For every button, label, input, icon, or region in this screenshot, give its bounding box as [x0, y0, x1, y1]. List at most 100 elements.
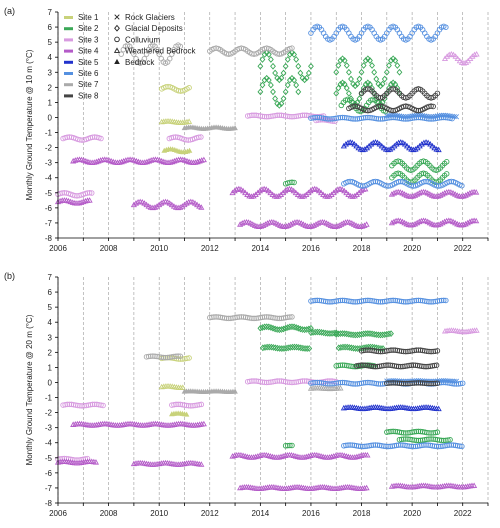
data-point — [270, 62, 276, 70]
data-point — [401, 140, 409, 147]
data-point — [416, 189, 423, 196]
data-point — [310, 222, 317, 228]
data-point — [387, 146, 394, 152]
legend-swatch-site8 — [64, 94, 73, 98]
data-point — [186, 355, 192, 361]
data-point — [272, 95, 278, 103]
legend-label-site2: Site 2 — [78, 24, 99, 33]
data-point — [399, 139, 406, 146]
series-site7 — [207, 314, 295, 322]
data-point — [270, 344, 277, 351]
data-point — [426, 113, 432, 120]
data-point — [196, 157, 203, 164]
legend-label-site7: Site 7 — [78, 80, 99, 89]
data-point — [259, 81, 266, 89]
data-point — [346, 344, 353, 351]
data-point — [412, 192, 419, 198]
data-point — [280, 69, 287, 77]
data-point — [437, 192, 444, 198]
series-site6 — [308, 297, 449, 305]
y-tick-label: 5 — [48, 38, 53, 47]
data-point — [428, 114, 434, 120]
data-point — [289, 179, 295, 186]
y-tick-label: -1 — [45, 394, 53, 403]
y-tick-label: -3 — [45, 159, 53, 168]
data-point — [332, 187, 339, 194]
data-point — [386, 112, 392, 119]
data-point — [292, 189, 299, 196]
data-point — [449, 113, 455, 119]
y-tick-label: -7 — [45, 484, 53, 493]
data-point — [341, 57, 348, 64]
series-site2 — [333, 55, 403, 90]
data-point — [114, 36, 120, 43]
data-point — [333, 68, 340, 76]
data-point — [390, 112, 396, 118]
data-point — [317, 189, 325, 196]
data-point — [88, 190, 95, 196]
data-point — [171, 157, 178, 164]
data-point — [259, 56, 266, 63]
data-point — [361, 222, 368, 228]
series-site7 — [307, 384, 344, 392]
data-point — [274, 344, 281, 352]
data-point — [158, 200, 165, 206]
data-point — [186, 147, 193, 153]
data-point — [287, 314, 293, 320]
data-point — [268, 343, 275, 351]
data-point — [464, 191, 471, 197]
data-point — [324, 330, 331, 337]
data-point — [330, 453, 337, 459]
data-point — [268, 81, 274, 89]
data-point — [403, 114, 409, 120]
data-point — [398, 113, 405, 119]
x-tick-label: 2010 — [150, 509, 168, 518]
y-tick-label: 6 — [48, 288, 53, 297]
data-point — [380, 144, 387, 151]
series-site2 — [384, 428, 441, 436]
data-point — [291, 179, 297, 186]
data-point — [453, 378, 460, 384]
data-point — [263, 186, 270, 192]
data-point — [388, 57, 394, 64]
data-point — [340, 220, 347, 226]
data-point — [131, 51, 137, 57]
series-site3 — [169, 401, 205, 409]
data-point — [432, 380, 439, 387]
data-point — [358, 330, 365, 338]
data-point — [265, 51, 272, 58]
panel-label: (b) — [4, 271, 15, 281]
data-point — [272, 69, 278, 77]
data-point — [297, 344, 304, 352]
data-point — [352, 331, 359, 339]
data-point — [114, 14, 120, 20]
data-point — [358, 187, 365, 194]
data-point — [457, 443, 463, 449]
data-point — [371, 68, 378, 76]
data-point — [232, 388, 238, 394]
data-point — [341, 187, 348, 194]
data-point — [113, 47, 121, 53]
series-site2 — [333, 330, 394, 339]
data-point — [289, 45, 295, 51]
data-point — [436, 112, 443, 119]
data-point — [453, 114, 460, 120]
data-point — [288, 186, 295, 192]
data-point — [308, 324, 314, 332]
data-point — [70, 157, 77, 164]
data-point — [336, 222, 343, 228]
data-point — [406, 144, 413, 151]
data-point — [473, 217, 480, 224]
data-point — [313, 186, 320, 192]
data-point — [409, 221, 417, 228]
data-point — [415, 112, 422, 118]
data-point — [143, 158, 151, 165]
data-point — [383, 330, 390, 338]
data-point — [84, 455, 91, 462]
series-site3 — [55, 190, 95, 199]
data-point — [196, 134, 202, 141]
data-point — [301, 192, 308, 199]
data-point — [177, 353, 184, 359]
series-site6 — [384, 112, 460, 120]
data-point — [383, 68, 390, 76]
